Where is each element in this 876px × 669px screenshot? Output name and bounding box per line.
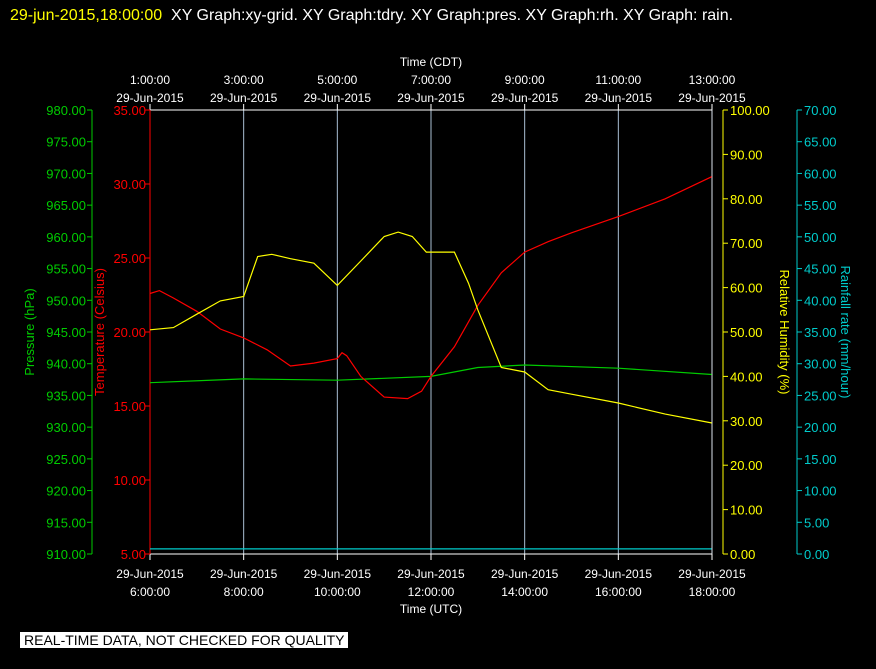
bottom-tick-time: 8:00:00	[224, 585, 264, 599]
bottom-tick-date: 29-Jun-2015	[116, 567, 184, 581]
rain-tick-label: 25.00	[804, 388, 837, 403]
bottom-tick-time: 18:00:00	[689, 585, 736, 599]
pressure-tick-label: 925.00	[46, 452, 86, 467]
bottom-axis-label: Time (UTC)	[400, 602, 462, 616]
humidity-tick-label: 60.00	[730, 281, 763, 296]
rain-tick-label: 10.00	[804, 484, 837, 499]
temperature-series-line	[149, 176, 713, 400]
pressure-tick-label: 965.00	[46, 198, 86, 213]
bottom-tick-date: 29-Jun-2015	[210, 567, 278, 581]
rain-tick-label: 65.00	[804, 135, 837, 150]
pressure-series-line	[149, 364, 713, 384]
bottom-tick-date: 29-Jun-2015	[304, 567, 372, 581]
rain-tick-label: 60.00	[804, 166, 837, 181]
bottom-tick-date: 29-Jun-2015	[585, 567, 653, 581]
pressure-tick-label: 910.00	[46, 547, 86, 562]
rain-tick-label: 15.00	[804, 452, 837, 467]
humidity-tick-label: 80.00	[730, 192, 763, 207]
top-tick-date: 29-Jun-2015	[210, 91, 278, 105]
rain-tick-label: 50.00	[804, 230, 837, 245]
pressure-tick-label: 930.00	[46, 420, 86, 435]
top-tick-time: 9:00:00	[505, 73, 545, 87]
bottom-tick-time: 16:00:00	[595, 585, 642, 599]
top-tick-date: 29-Jun-2015	[585, 91, 653, 105]
bottom-tick-date: 29-Jun-2015	[678, 567, 746, 581]
rain-tick-label: 5.00	[804, 515, 829, 530]
top-axis-label: Time (CDT)	[400, 55, 462, 69]
pressure-tick-label: 960.00	[46, 230, 86, 245]
top-tick-date: 29-Jun-2015	[304, 91, 372, 105]
quality-notice: REAL-TIME DATA, NOT CHECKED FOR QUALITY	[20, 632, 349, 648]
top-tick-time: 11:00:00	[595, 73, 641, 87]
rain-tick-label: 70.00	[804, 103, 837, 118]
rain-tick-label: 45.00	[804, 262, 837, 277]
temperature-tick-label: 5.00	[121, 547, 146, 562]
humidity-tick-label: 70.00	[730, 236, 763, 251]
top-tick-date: 29-Jun-2015	[116, 91, 184, 105]
humidity-tick-label: 40.00	[730, 369, 763, 384]
top-tick-time: 13:00:00	[689, 73, 736, 87]
top-tick-date: 29-Jun-2015	[397, 91, 465, 105]
rain-tick-label: 30.00	[804, 357, 837, 372]
humidity-tick-label: 10.00	[730, 503, 763, 518]
pressure-tick-label: 940.00	[46, 357, 86, 372]
pressure-axis-label: Pressure (hPa)	[22, 288, 37, 375]
rain-tick-label: 35.00	[804, 325, 837, 340]
pressure-tick-label: 950.00	[46, 293, 86, 308]
humidity-tick-label: 30.00	[730, 414, 763, 429]
humidity-tick-label: 100.00	[730, 103, 770, 118]
bottom-tick-time: 14:00:00	[501, 585, 548, 599]
temperature-tick-label: 15.00	[113, 399, 146, 414]
temperature-tick-label: 30.00	[113, 177, 146, 192]
top-tick-date: 29-Jun-2015	[678, 91, 746, 105]
pressure-tick-label: 980.00	[46, 103, 86, 118]
temperature-axis-label: Temperature (Celsius)	[92, 268, 107, 396]
bottom-tick-time: 12:00:00	[408, 585, 455, 599]
bottom-tick-time: 10:00:00	[314, 585, 361, 599]
temperature-tick-label: 25.00	[113, 251, 146, 266]
rain-axis-label: Rainfall rate (mm/hour)	[838, 266, 853, 399]
top-tick-date: 29-Jun-2015	[491, 91, 559, 105]
graph-title: 29-jun-2015,18:00:00 XY Graph:xy-grid. X…	[10, 2, 870, 29]
timestamp: 29-jun-2015,18:00:00	[10, 7, 163, 24]
pressure-tick-label: 955.00	[46, 262, 86, 277]
pressure-tick-label: 915.00	[46, 515, 86, 530]
pressure-tick-label: 975.00	[46, 135, 86, 150]
top-tick-time: 1:00:00	[130, 73, 170, 87]
top-tick-time: 5:00:00	[317, 73, 357, 87]
humidity-axis-label: Relative Humidity (%)	[777, 270, 792, 395]
top-tick-time: 7:00:00	[411, 73, 451, 87]
rain-tick-label: 20.00	[804, 420, 837, 435]
pressure-tick-label: 920.00	[46, 484, 86, 499]
humidity-tick-label: 50.00	[730, 325, 763, 340]
bottom-tick-date: 29-Jun-2015	[491, 567, 559, 581]
humidity-tick-label: 90.00	[730, 147, 763, 162]
humidity-series-line	[149, 231, 713, 424]
pressure-tick-label: 970.00	[46, 166, 86, 181]
rain-tick-label: 55.00	[804, 198, 837, 213]
humidity-tick-label: 20.00	[730, 458, 763, 473]
top-tick-time: 3:00:00	[224, 73, 264, 87]
humidity-tick-label: 0.00	[730, 547, 755, 562]
bottom-tick-date: 29-Jun-2015	[397, 567, 465, 581]
graph-list: XY Graph:xy-grid. XY Graph:tdry. XY Grap…	[171, 7, 734, 24]
temperature-tick-label: 10.00	[113, 473, 146, 488]
pressure-tick-label: 935.00	[46, 388, 86, 403]
bottom-tick-time: 6:00:00	[130, 585, 170, 599]
rain-tick-label: 0.00	[804, 547, 829, 562]
rain-tick-label: 40.00	[804, 293, 837, 308]
pressure-tick-label: 945.00	[46, 325, 86, 340]
temperature-tick-label: 20.00	[113, 325, 146, 340]
temperature-tick-label: 35.00	[113, 103, 146, 118]
